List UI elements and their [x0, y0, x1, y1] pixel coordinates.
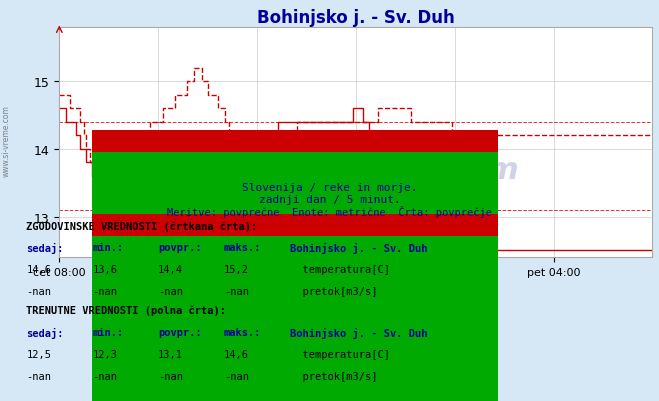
Text: 13,1: 13,1 — [158, 349, 183, 359]
Text: www.si-vreme.com: www.si-vreme.com — [193, 156, 519, 185]
Text: sedaj:: sedaj: — [26, 243, 64, 253]
Text: -nan: -nan — [224, 371, 249, 381]
Text: Bohinjsko j. - Sv. Duh: Bohinjsko j. - Sv. Duh — [290, 243, 428, 253]
Text: Slovenija / reke in morje.: Slovenija / reke in morje. — [242, 182, 417, 192]
Text: 14,4: 14,4 — [158, 265, 183, 275]
Text: maks.:: maks.: — [224, 327, 262, 337]
Title: Bohinjsko j. - Sv. Duh: Bohinjsko j. - Sv. Duh — [257, 8, 455, 26]
Text: pretok[m3/s]: pretok[m3/s] — [290, 287, 378, 297]
Text: -nan: -nan — [26, 371, 51, 381]
Text: -nan: -nan — [26, 287, 51, 297]
Text: zadnji dan / 5 minut.: zadnji dan / 5 minut. — [258, 194, 401, 205]
Text: 13,6: 13,6 — [92, 265, 117, 275]
Text: TRENUTNE VREDNOSTI (polna črta):: TRENUTNE VREDNOSTI (polna črta): — [26, 305, 226, 315]
Text: -nan: -nan — [92, 371, 117, 381]
Text: -nan: -nan — [158, 287, 183, 297]
Text: temperatura[C]: temperatura[C] — [290, 349, 390, 359]
Text: 14,6: 14,6 — [26, 265, 51, 275]
Text: -nan: -nan — [92, 287, 117, 297]
Text: min.:: min.: — [92, 327, 123, 337]
Text: -nan: -nan — [158, 371, 183, 381]
Text: Bohinjsko j. - Sv. Duh: Bohinjsko j. - Sv. Duh — [290, 327, 428, 338]
Text: sedaj:: sedaj: — [26, 327, 64, 338]
Text: 12,3: 12,3 — [92, 349, 117, 359]
Text: povpr.:: povpr.: — [158, 243, 202, 253]
Text: Meritve: povprečne  Enote: metrične  Črta: povprečje: Meritve: povprečne Enote: metrične Črta:… — [167, 205, 492, 217]
Text: min.:: min.: — [92, 243, 123, 253]
Text: pretok[m3/s]: pretok[m3/s] — [290, 371, 378, 381]
Text: 15,2: 15,2 — [224, 265, 249, 275]
Text: ZGODOVINSKE VREDNOSTI (črtkana črta):: ZGODOVINSKE VREDNOSTI (črtkana črta): — [26, 221, 258, 231]
Text: -nan: -nan — [224, 287, 249, 297]
Text: 14,6: 14,6 — [224, 349, 249, 359]
Text: povpr.:: povpr.: — [158, 327, 202, 337]
Text: www.si-vreme.com: www.si-vreme.com — [2, 105, 11, 176]
Text: temperatura[C]: temperatura[C] — [290, 265, 390, 275]
Text: maks.:: maks.: — [224, 243, 262, 253]
Text: 12,5: 12,5 — [26, 349, 51, 359]
